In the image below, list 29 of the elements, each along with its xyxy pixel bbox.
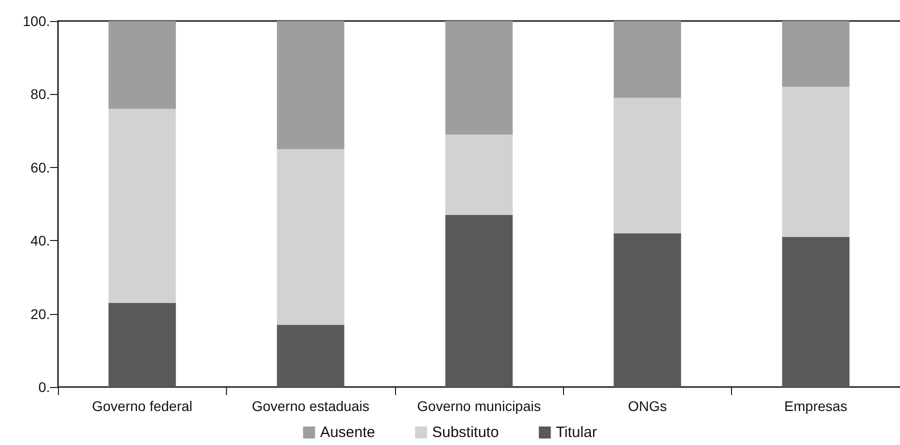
y-tick-label: 80.: [30, 86, 50, 102]
x-tick-label: Empresas: [784, 398, 848, 414]
bar: [276, 21, 344, 150]
bar: [276, 324, 344, 387]
x-tick-label: Governo federal: [92, 398, 192, 414]
bar: [782, 21, 850, 87]
legend-label: Titular: [556, 424, 597, 441]
y-tick-label: 100.: [22, 13, 50, 29]
bar: [614, 21, 682, 98]
bar: [108, 108, 176, 303]
bar: [445, 214, 513, 387]
bar: [614, 98, 682, 234]
x-tick-label: Governo estaduais: [252, 398, 370, 414]
bar: [445, 21, 513, 134]
y-tick-label: 60.: [30, 159, 50, 176]
bar: [445, 134, 513, 215]
legend-label: Ausente: [320, 424, 376, 441]
x-tick-label: Governo municipais: [417, 398, 541, 414]
y-tick-label: 20.: [30, 306, 50, 322]
y-tick-label: 40.: [30, 232, 50, 249]
bar: [276, 149, 344, 325]
x-tick-label: ONGs: [628, 398, 667, 414]
bar: [108, 21, 176, 109]
legend-label: Substituto: [432, 424, 499, 441]
bar: [614, 233, 682, 387]
bar: [782, 236, 850, 387]
bar: [108, 302, 176, 387]
y-tick-label: 0.: [38, 379, 50, 395]
bar: [782, 86, 850, 237]
